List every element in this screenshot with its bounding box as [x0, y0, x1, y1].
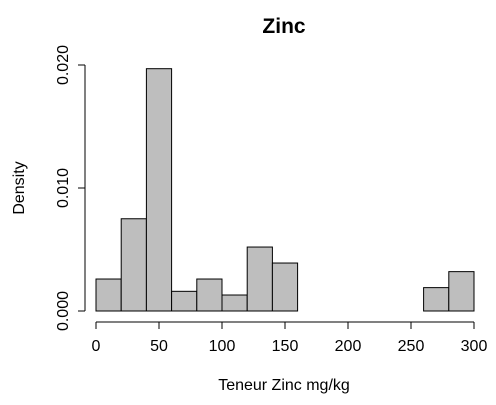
- histogram-bar: [196, 278, 223, 312]
- histogram-bar: [95, 278, 122, 312]
- histogram-bar: [221, 294, 248, 312]
- histogram-bar: [246, 246, 273, 312]
- x-axis-label: Teneur Zinc mg/kg: [218, 377, 350, 394]
- histogram-bar: [171, 290, 198, 312]
- y-tick-label: 0.010: [55, 168, 72, 208]
- histogram-bar: [271, 262, 299, 312]
- x-tick-label: 0: [92, 338, 101, 355]
- x-tick-label: 100: [209, 338, 236, 355]
- chart-title: Zinc: [262, 15, 305, 38]
- x-tick-label: 250: [398, 338, 425, 355]
- y-tick-label: 0.020: [55, 45, 72, 85]
- histogram-bar: [145, 68, 173, 312]
- histogram-bar: [448, 271, 475, 312]
- x-axis: 0 50 100 150 200 250 300: [92, 321, 488, 355]
- bars-group: [95, 68, 475, 312]
- y-axis: 0.000 0.010 0.020: [55, 45, 86, 331]
- x-tick-label: 150: [272, 338, 299, 355]
- x-tick-label: 300: [461, 338, 488, 355]
- x-tick-label: 50: [150, 338, 168, 355]
- x-tick-label: 200: [335, 338, 362, 355]
- histogram-bar: [423, 287, 450, 312]
- y-axis-label: Density: [11, 161, 28, 214]
- histogram-bar: [120, 218, 147, 312]
- y-tick-label: 0.000: [55, 291, 72, 331]
